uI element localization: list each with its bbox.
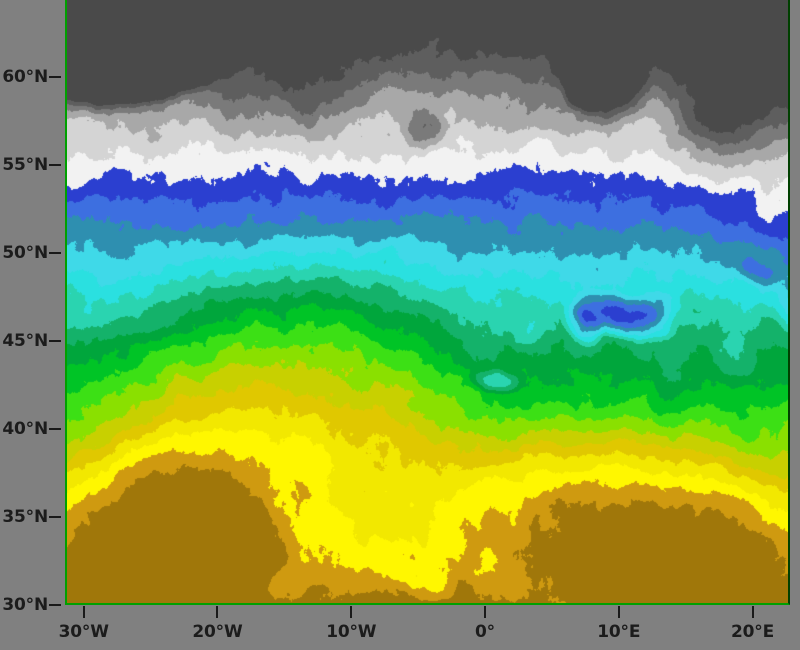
latitude-tick-mark [49, 340, 61, 343]
latitude-tick-mark [49, 164, 61, 167]
longitude-tick-mark [751, 606, 754, 618]
longitude-tick-mark [350, 606, 353, 618]
longitude-tick-label: 30°W [58, 622, 109, 642]
latitude-tick-mark [49, 252, 61, 255]
longitude-tick-mark [82, 606, 85, 618]
longitude-tick-label: 20°E [731, 622, 775, 642]
latitude-tick-label: 60°N [2, 67, 48, 88]
longitude-tick-label: 0° [475, 622, 495, 642]
contour-map-canvas[interactable] [67, 0, 788, 603]
latitude-tick-label: 40°N [2, 419, 48, 440]
longitude-tick-label: 10°E [597, 622, 641, 642]
latitude-tick-mark [49, 428, 61, 431]
latitude-tick-label: 45°N [2, 331, 48, 352]
latitude-tick-label: 35°N [2, 507, 48, 528]
latitude-tick-mark [49, 516, 61, 519]
latitude-tick-label: 30°N [2, 595, 48, 615]
latitude-tick-mark [49, 604, 61, 606]
latitude-tick-label: 50°N [2, 243, 48, 264]
longitude-tick-mark [617, 606, 620, 618]
longitude-tick-label: 10°W [326, 622, 377, 642]
longitude-tick-label: 20°W [192, 622, 243, 642]
longitude-tick-mark [216, 606, 219, 618]
latitude-tick-label: 55°N [2, 155, 48, 176]
longitude-tick-mark [484, 606, 487, 618]
latitude-tick-mark [49, 76, 61, 79]
map-plot-area[interactable] [65, 0, 790, 605]
